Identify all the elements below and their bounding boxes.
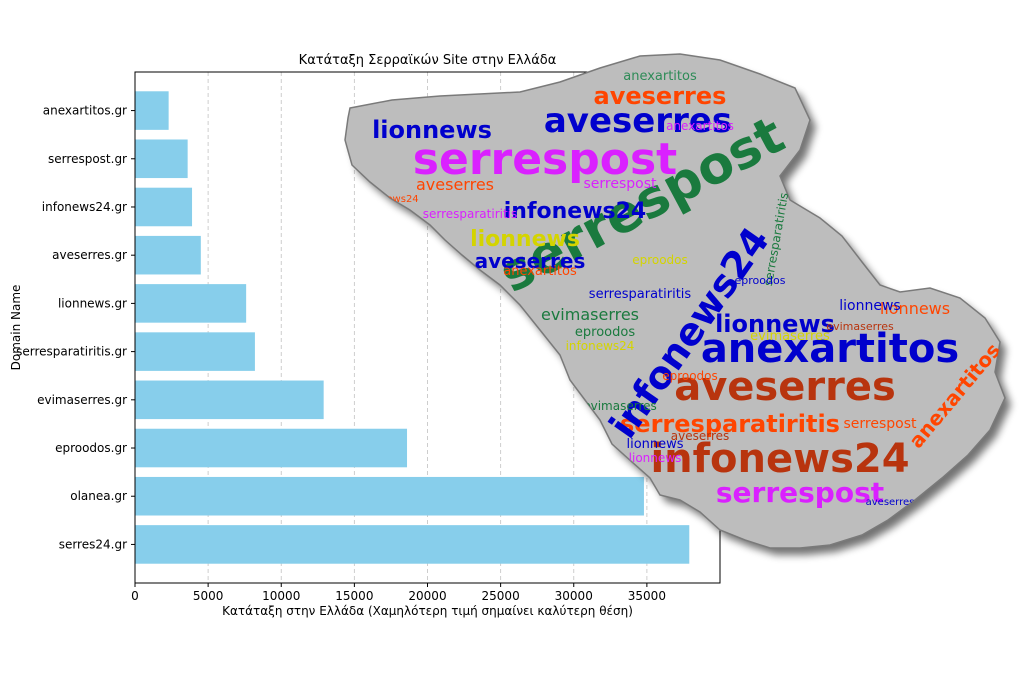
word-cloud-word: eproodos (632, 253, 688, 267)
word-cloud-word: eproodos (735, 274, 786, 287)
bar (135, 284, 247, 323)
bar (135, 525, 690, 564)
word-cloud-word: infonews24 (504, 199, 647, 224)
word-cloud-word: serrespost (413, 134, 677, 185)
y-tick-label: serrespost.gr (48, 152, 127, 166)
word-cloud-word: evimaserres (541, 305, 639, 324)
bar (135, 187, 193, 227)
word-cloud-word: lionnews (470, 227, 580, 252)
y-tick-label: serresparatiritis.gr (16, 345, 127, 359)
word-cloud-word: infonews24 (566, 339, 635, 353)
x-tick-labels: 0 5000 10000 15000 20000 25000 30000 35000 (131, 583, 666, 603)
x-tick-label: 30000 (555, 589, 593, 603)
word-cloud-word: serrespost (583, 176, 657, 192)
word-cloud-word: anexartitos (666, 119, 734, 133)
chart-title: Κατάταξη Σερραϊκών Site στην Ελλάδα (299, 53, 557, 68)
y-axis-label: Domain Name (9, 285, 23, 371)
word-cloud-word: anexartitos (701, 326, 959, 372)
x-tick-label: 5000 (193, 589, 224, 603)
y-tick-label: lionnews.gr (58, 296, 127, 310)
word-cloud-word: serresparatiritis (620, 410, 840, 438)
word-cloud-word: eproodos (575, 325, 635, 340)
word-cloud-word: anexartitos (503, 264, 577, 279)
y-tick-label: serres24.gr (59, 537, 127, 551)
y-tick-label: olanea.gr (70, 489, 127, 503)
word-cloud-word: lionnews (626, 437, 683, 452)
bar (135, 235, 201, 275)
word-cloud-word: lionnews (880, 299, 950, 318)
x-tick-label: 20000 (408, 589, 446, 603)
bar (135, 139, 188, 179)
word-cloud-word: aveserres (671, 429, 730, 443)
y-tick-label: infonews24.gr (42, 200, 127, 214)
bar (135, 380, 324, 420)
bar (135, 476, 644, 516)
y-tick-label: eproodos.gr (55, 441, 127, 455)
word-cloud-word: infonews24 (650, 436, 909, 482)
bar (135, 332, 255, 371)
word-cloud-word: anexartitos (623, 69, 697, 84)
word-cloud-word: serresparatiritis (589, 287, 692, 302)
word-cloud-map: anexartitosaveserresaveserreslionnewsser… (344, 53, 1011, 555)
word-cloud-word: serrespost (843, 416, 917, 432)
bars (135, 91, 690, 564)
word-cloud-word: aveserres (544, 101, 732, 141)
word-cloud-word: evimaserres (583, 399, 657, 413)
word-cloud-word: evimaserres (826, 320, 894, 333)
word-cloud-word: aveserres (594, 82, 727, 110)
word-cloud-word: aveserres (866, 497, 915, 508)
y-tick-label: evimaserres.gr (37, 393, 127, 407)
word-cloud-word: lionnews (372, 116, 492, 144)
x-tick-label: 25000 (482, 589, 520, 603)
word-cloud-word: serresparatiritis (423, 207, 518, 221)
word-cloud-word: eproodos (662, 369, 718, 383)
word-cloud-word: lionnews (629, 451, 682, 465)
x-axis-label: Κατάταξη στην Ελλάδα (Χαμηλότερη τιμή ση… (222, 604, 633, 618)
x-tick-label: 35000 (628, 589, 666, 603)
x-tick-label: 0 (131, 589, 139, 603)
word-cloud-words: anexartitosaveserresaveserreslionnewsser… (361, 69, 1005, 509)
word-cloud-word: aveserres (475, 249, 586, 273)
y-tick-labels: anexartitos.gr serrespost.gr infonews24.gr… (16, 104, 135, 551)
y-tick-label: anexartitos.gr (43, 104, 127, 118)
bar (135, 91, 169, 130)
word-cloud-word: lionnews (715, 310, 835, 338)
serres-map-shape (344, 53, 1006, 549)
word-cloud-word: serrespost (716, 476, 884, 509)
word-cloud-word: aveserres (674, 364, 896, 410)
x-tick-label: 10000 (262, 589, 300, 603)
word-cloud-word: aveserres (416, 175, 494, 194)
bar (135, 428, 408, 468)
y-tick-label: aveserres.gr (52, 248, 127, 262)
x-tick-label: 15000 (335, 589, 373, 603)
word-cloud-word: evimaserres (750, 329, 830, 344)
word-cloud-word: lionnews (839, 298, 900, 314)
